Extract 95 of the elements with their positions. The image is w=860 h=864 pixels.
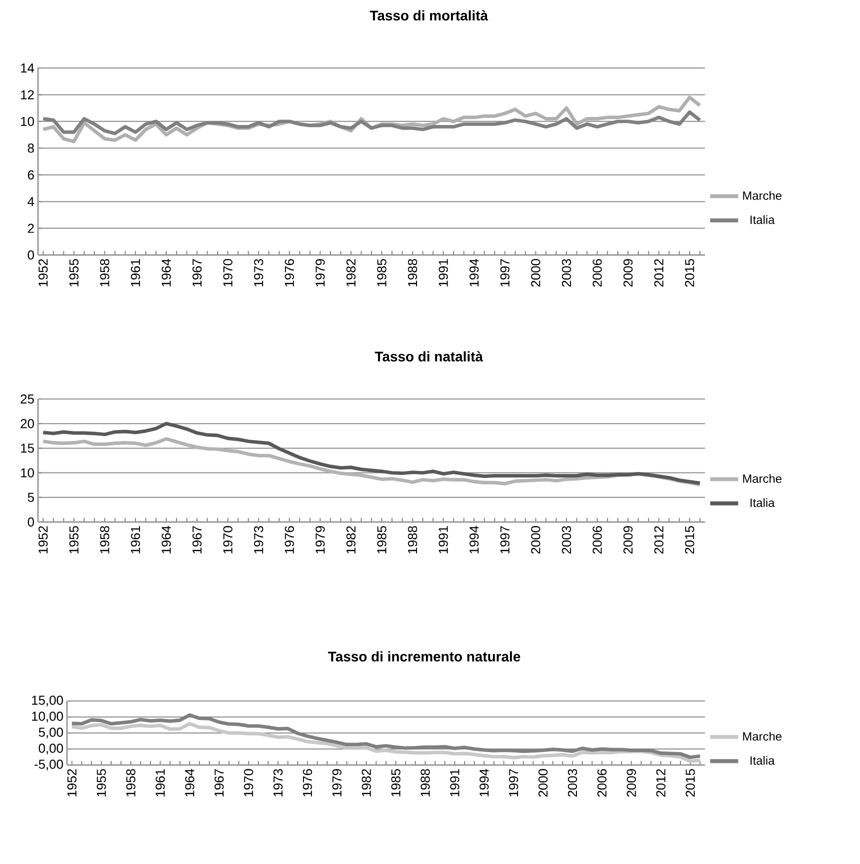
- y-tick-label: 0: [28, 517, 34, 527]
- x-tick-label: 1982: [362, 769, 371, 796]
- chart-title: Tasso di mortalità: [370, 10, 488, 21]
- x-tick-label: 1964: [162, 258, 171, 286]
- x-tick-label: 1976: [284, 259, 294, 286]
- x-tick-label: 2009: [623, 526, 633, 554]
- legend-label: Marche: [743, 474, 782, 483]
- x-tick-label: 1952: [38, 259, 48, 286]
- x-tick-label: 1967: [192, 526, 202, 554]
- legend-label: Marche: [743, 732, 782, 741]
- y-tick-label: 5,00: [38, 728, 63, 738]
- x-tick-label: 2012: [656, 769, 666, 797]
- chart-title: Tasso di natalità: [374, 351, 484, 362]
- y-tick-label: 10: [21, 116, 34, 126]
- x-tick-label: 2015: [686, 769, 695, 797]
- x-tick-label: 1976: [284, 526, 294, 554]
- x-tick-label: 1970: [223, 526, 232, 554]
- x-tick-label: 1997: [500, 259, 510, 286]
- x-tick-label: 2015: [685, 259, 694, 287]
- x-tick-label: 1964: [162, 526, 171, 554]
- y-tick-label: 2: [28, 224, 34, 233]
- y-tick-label: 15: [21, 444, 34, 453]
- x-tick-label: 1970: [223, 259, 232, 286]
- x-tick-label: 2006: [592, 526, 602, 554]
- x-tick-label: 1985: [391, 769, 400, 796]
- x-tick-label: 2012: [654, 526, 664, 554]
- x-tick-label: 1964: [185, 768, 194, 796]
- x-tick-label: 1991: [450, 769, 460, 796]
- x-tick-label: 1994: [480, 768, 489, 796]
- y-tick-label: 14: [21, 64, 34, 72]
- x-tick-label: 1979: [316, 259, 325, 286]
- x-tick-label: 1997: [500, 526, 510, 554]
- y-tick-label: 25: [20, 394, 34, 404]
- x-tick-label: 1955: [69, 259, 78, 286]
- x-tick-label: 1970: [244, 769, 254, 796]
- x-tick-label: 2000: [538, 769, 548, 797]
- legend-label: Marche: [743, 191, 782, 200]
- x-tick-label: 1955: [96, 769, 106, 796]
- legend-label: Italia: [750, 498, 775, 508]
- y-tick-label: 8: [28, 144, 34, 153]
- x-tick-label: 2009: [623, 259, 633, 287]
- x-tick-label: 1988: [408, 526, 418, 554]
- x-tick-label: 2012: [654, 259, 664, 287]
- legend-label: Italia: [750, 756, 775, 765]
- x-tick-label: 1979: [332, 769, 342, 796]
- legend-label: Italia: [750, 215, 775, 224]
- x-tick-label: 1991: [438, 526, 448, 554]
- x-tick-label: 2003: [562, 526, 572, 554]
- x-tick-label: 2015: [685, 526, 694, 554]
- x-tick-label: 1952: [67, 769, 76, 796]
- y-tick-label: 12: [21, 90, 34, 100]
- x-tick-label: 1994: [470, 258, 479, 286]
- y-tick-label: 0,00: [38, 744, 63, 754]
- line-series: [70, 722, 702, 763]
- y-tick-label: 10: [21, 468, 34, 478]
- x-tick-label: 1955: [69, 526, 78, 554]
- x-tick-label: 1973: [254, 526, 264, 554]
- x-tick-label: 1973: [273, 769, 283, 796]
- x-tick-label: 1961: [156, 769, 165, 796]
- x-tick-label: 1985: [377, 526, 386, 554]
- x-tick-label: 1982: [346, 259, 356, 286]
- x-tick-label: 1982: [346, 526, 356, 554]
- x-tick-label: 1994: [470, 526, 479, 554]
- x-tick-label: 1952: [38, 526, 48, 554]
- y-tick-label: 6: [28, 170, 34, 180]
- x-tick-label: 2009: [626, 769, 636, 797]
- x-tick-label: 1973: [254, 259, 264, 286]
- y-tick-label: 10,00: [32, 712, 63, 722]
- chart-title: Tasso di incremento naturale: [328, 651, 520, 662]
- x-tick-label: 1976: [302, 769, 312, 796]
- x-tick-label: 1958: [126, 769, 136, 796]
- y-tick-label: -5,00: [34, 760, 63, 770]
- x-tick-label: 1967: [192, 259, 202, 286]
- x-tick-label: 1997: [509, 769, 518, 796]
- y-tick-label: 0: [28, 250, 34, 260]
- x-tick-label: 1961: [130, 526, 140, 554]
- x-tick-label: 2006: [597, 769, 607, 797]
- y-tick-label: 4: [28, 197, 34, 206]
- x-tick-label: 2000: [531, 259, 540, 287]
- x-tick-label: 1961: [130, 259, 140, 286]
- y-tick-label: 5: [28, 492, 34, 502]
- x-tick-label: 2000: [531, 526, 540, 554]
- y-tick-label: 15,00: [32, 696, 63, 706]
- x-tick-label: 1991: [438, 259, 448, 286]
- x-tick-label: 2003: [568, 769, 578, 797]
- x-tick-label: 1979: [316, 526, 325, 554]
- x-tick-label: 1967: [214, 769, 224, 796]
- x-tick-label: 2003: [562, 259, 572, 287]
- x-tick-label: 1985: [377, 259, 386, 286]
- x-tick-label: 2006: [592, 259, 602, 287]
- x-tick-label: 1988: [420, 769, 430, 796]
- x-tick-label: 1958: [100, 259, 110, 286]
- x-tick-label: 1958: [100, 526, 110, 554]
- y-tick-label: 20: [20, 419, 34, 428]
- x-tick-label: 1988: [408, 259, 418, 286]
